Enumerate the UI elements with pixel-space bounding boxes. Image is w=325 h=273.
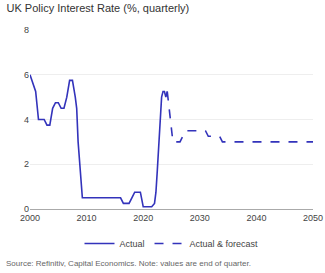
svg-text:Actual: Actual — [120, 239, 145, 249]
svg-text:Source: Refinitiv, Capital Eco: Source: Refinitiv, Capital Economics. No… — [6, 259, 251, 268]
svg-text:2020: 2020 — [133, 213, 153, 223]
svg-text:2: 2 — [24, 159, 29, 169]
svg-text:6: 6 — [24, 70, 29, 80]
svg-text:2050: 2050 — [303, 213, 323, 223]
svg-text:4: 4 — [24, 115, 29, 125]
svg-text:0: 0 — [24, 204, 29, 214]
svg-text:Actual & forecast: Actual & forecast — [190, 239, 259, 249]
svg-text:2010: 2010 — [77, 213, 97, 223]
svg-text:2040: 2040 — [246, 213, 266, 223]
svg-text:2030: 2030 — [190, 213, 210, 223]
svg-text:8: 8 — [24, 25, 29, 35]
svg-text:2000: 2000 — [20, 213, 40, 223]
svg-text:UK Policy Interest Rate (%, qu: UK Policy Interest Rate (%, quarterly) — [7, 2, 190, 14]
